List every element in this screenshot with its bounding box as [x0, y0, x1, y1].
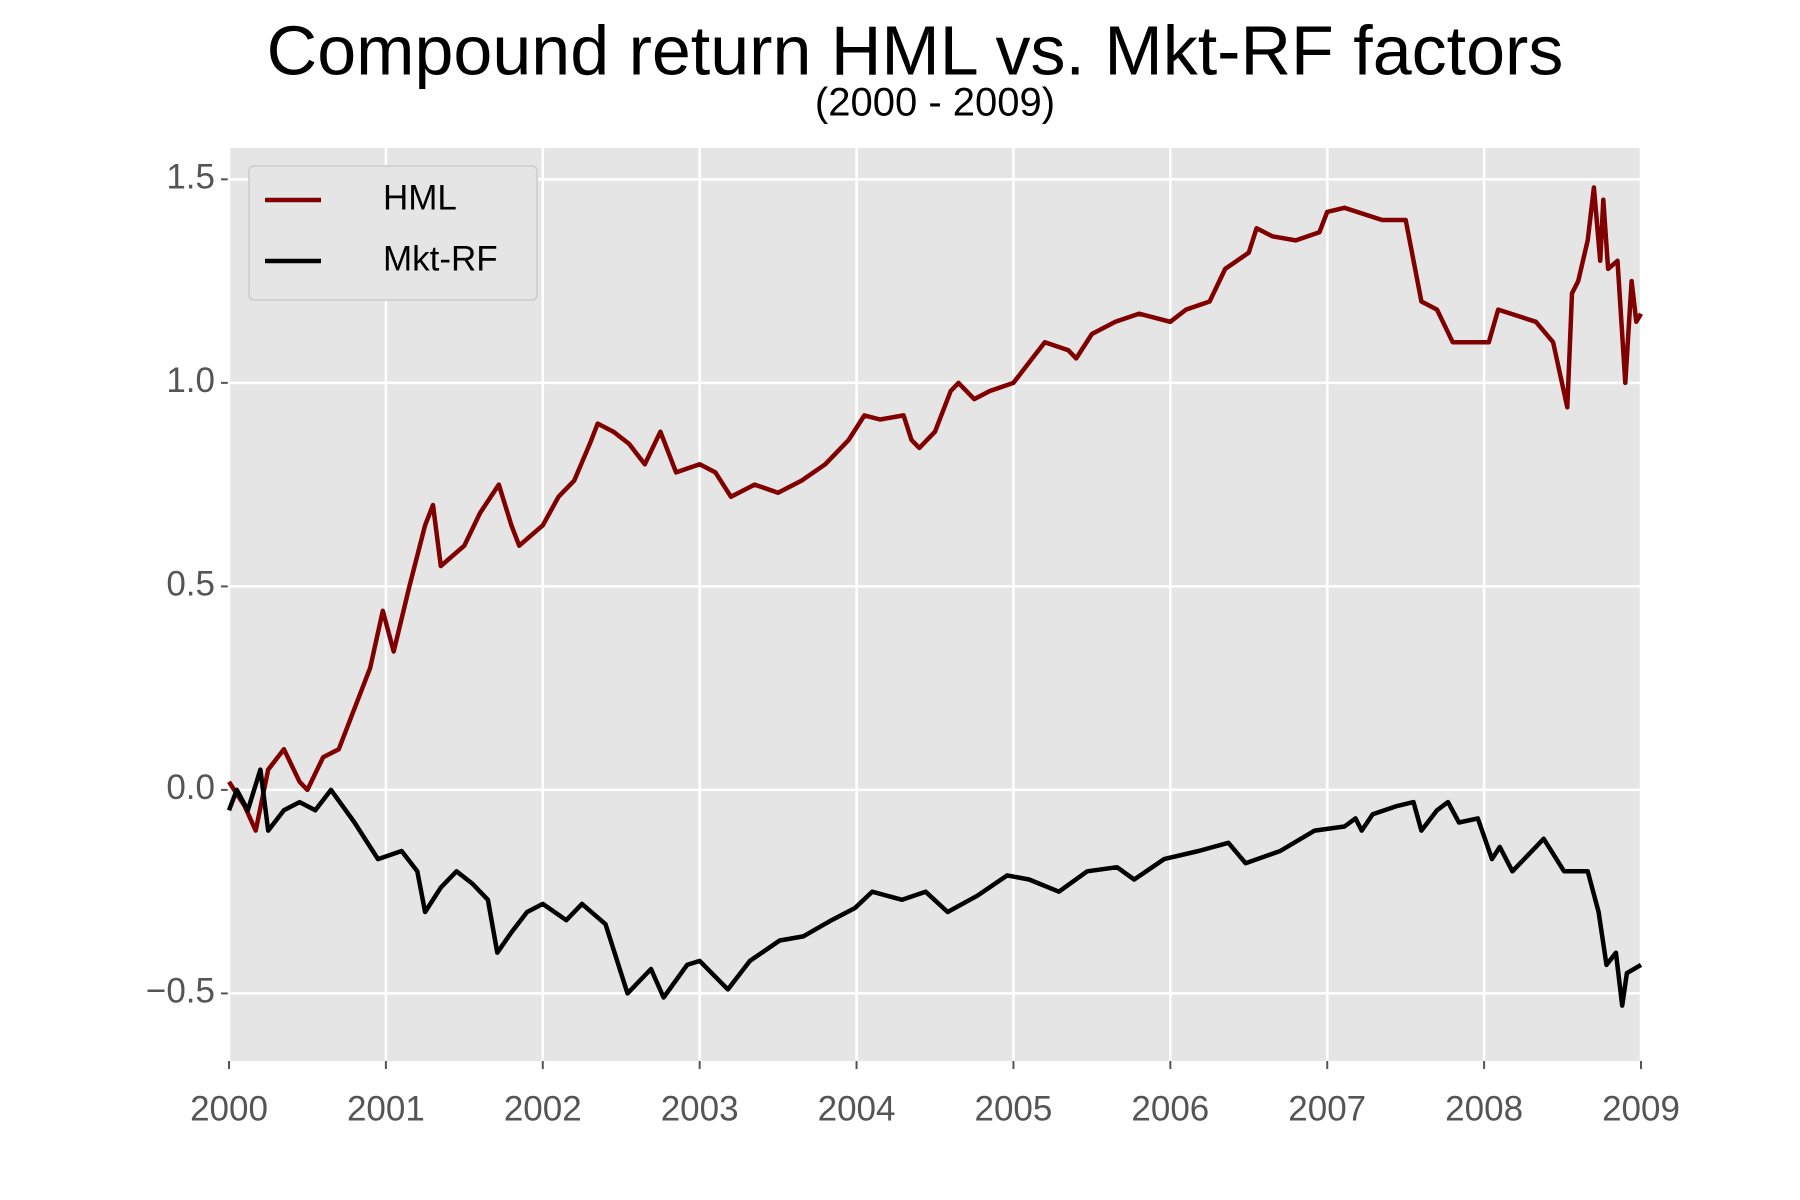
x-tick-label: 2008 — [1445, 1089, 1523, 1128]
x-tick-label: 2009 — [1602, 1089, 1680, 1128]
x-tick-label: 2003 — [661, 1089, 739, 1128]
y-tick-label: 0.5 — [166, 565, 215, 604]
line-series — [227, 185, 1643, 833]
legend-label: HML — [383, 178, 457, 217]
line-series — [226, 767, 1643, 1008]
x-tick-label: 2000 — [190, 1089, 268, 1128]
chart-title: Compound return HML vs. Mkt-RF factors — [267, 11, 1564, 89]
x-tick-label: 2001 — [347, 1089, 425, 1128]
y-tick-label: −0.5 — [146, 972, 215, 1011]
y-tick-label: 0.0 — [166, 768, 215, 807]
x-tick-label: 2005 — [975, 1089, 1053, 1128]
x-tick-label: 2004 — [818, 1089, 896, 1128]
y-tick-label: 1.5 — [166, 158, 215, 197]
x-tick-label: 2002 — [504, 1089, 582, 1128]
x-tick-label: 2006 — [1131, 1089, 1209, 1128]
y-tick-label: 1.0 — [166, 361, 215, 400]
x-tick-label: 2007 — [1288, 1089, 1366, 1128]
legend-label: Mkt-RF — [383, 239, 498, 278]
chart-subtitle: (2000 - 2009) — [815, 81, 1055, 125]
